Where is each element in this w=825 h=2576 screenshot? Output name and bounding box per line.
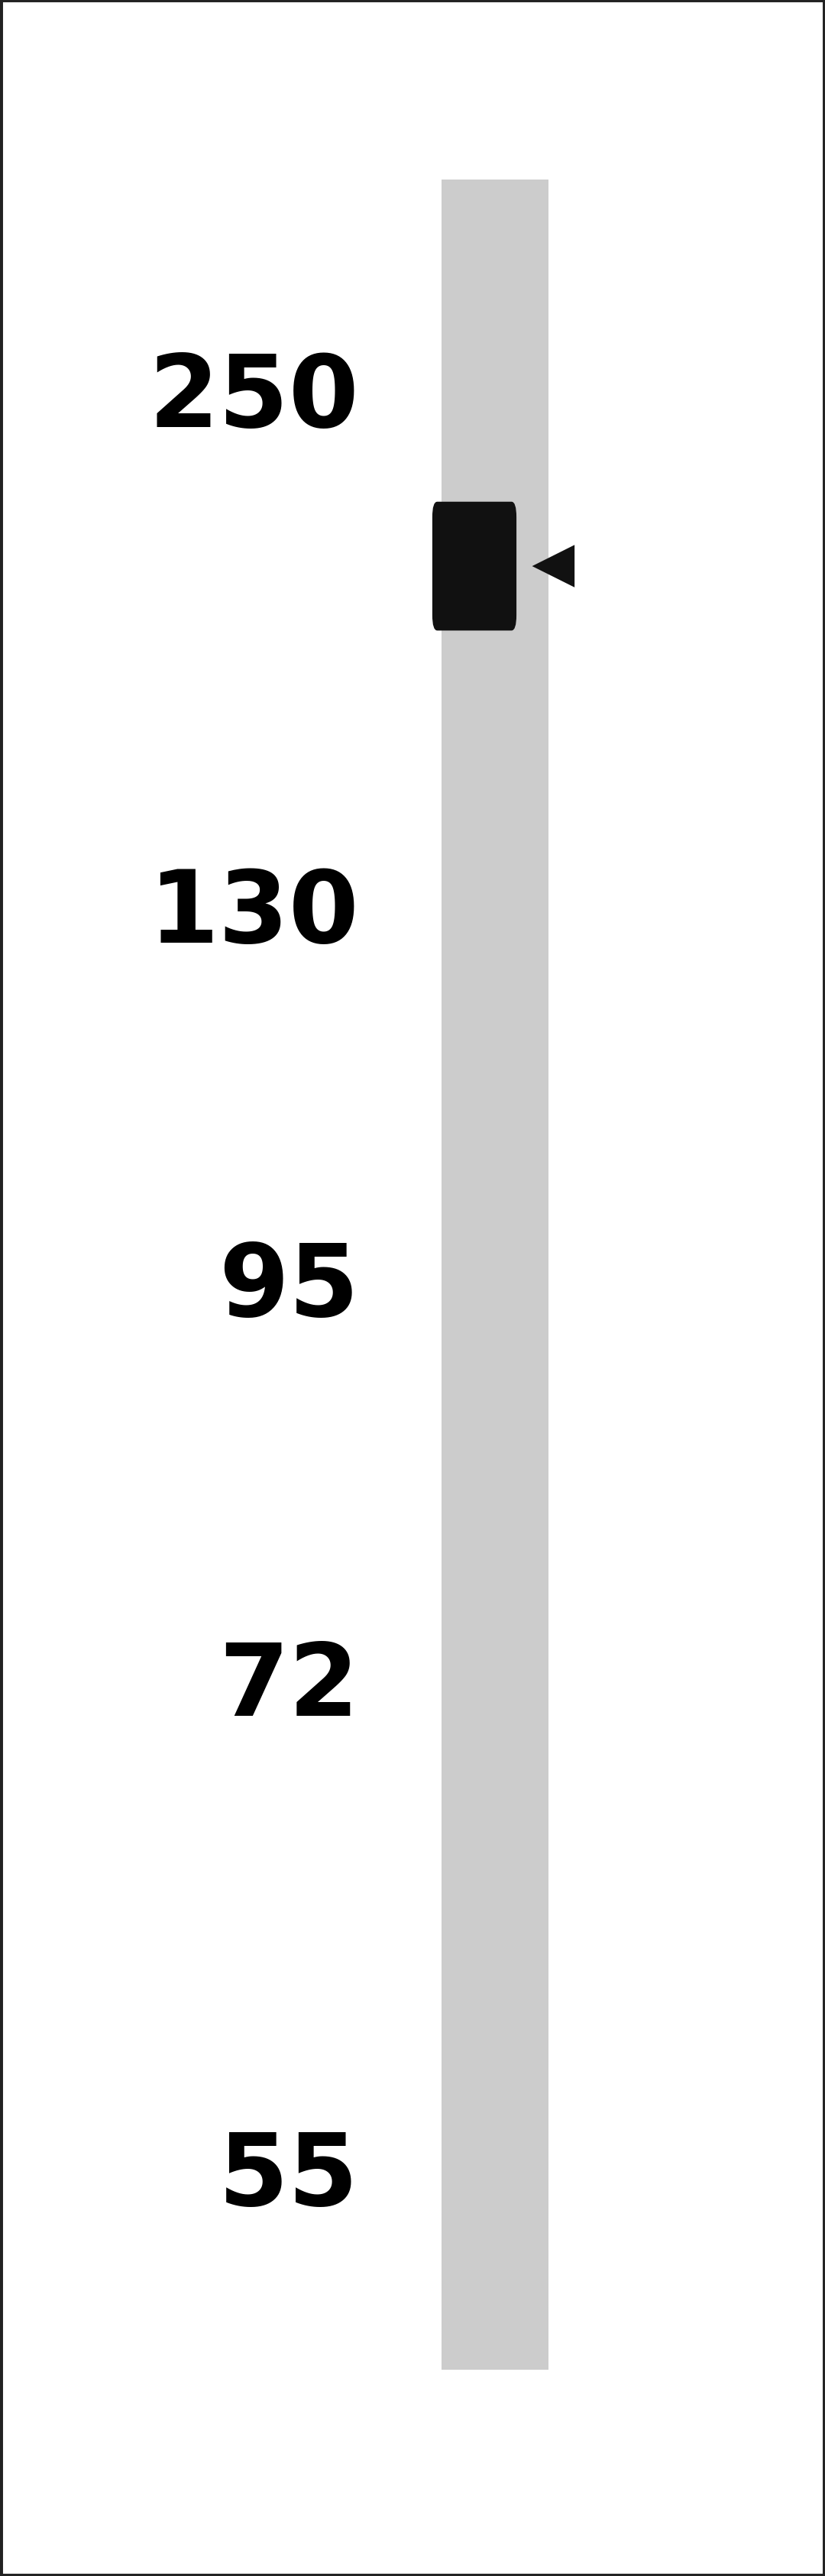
Text: 55: 55 [219,2128,359,2226]
Bar [441,180,549,2370]
Text: 95: 95 [219,1239,359,1337]
Text: 72: 72 [219,1638,359,1736]
Text: 250: 250 [148,350,359,448]
Text: 130: 130 [148,866,359,963]
FancyBboxPatch shape [432,502,516,631]
